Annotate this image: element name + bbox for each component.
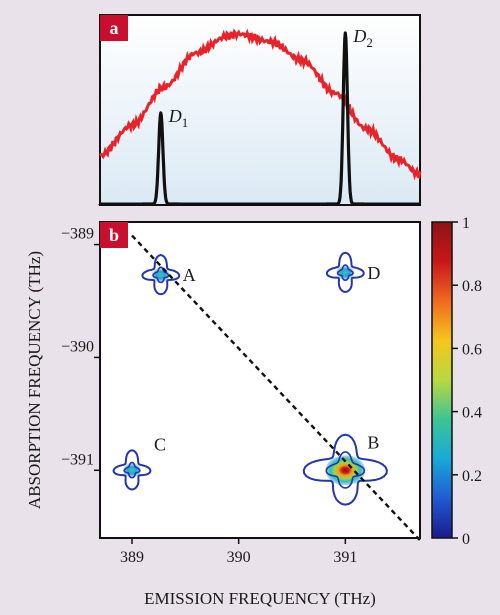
- cross-peak-b: [302, 433, 388, 506]
- contour-inner-b: [325, 451, 366, 489]
- x-tick-label: 389: [120, 549, 144, 566]
- y-tick-label: −390: [61, 338, 94, 355]
- peak-label-a: A: [183, 265, 196, 285]
- colorbar: 0 0.2 0.4 0.6 0.8 1: [431, 215, 482, 548]
- contour-inner-c: [123, 461, 141, 479]
- colorbar-tick-label: 0.6: [462, 341, 482, 358]
- contour-outer-d: [325, 251, 365, 294]
- cross-peak-c: [112, 449, 152, 491]
- y-tick-label: −389: [61, 226, 94, 243]
- colorbar-tick-label: 0.4: [462, 405, 482, 422]
- colorbar-tick-label: 0: [462, 531, 470, 548]
- emission-peaks-line: [98, 31, 422, 206]
- panel-b: A B C D 389 390 391 −389 −390 −391 b EMISSION F…: [25, 221, 421, 608]
- colorbar-tick-label: 0.8: [462, 278, 482, 295]
- panel-a-label: a: [110, 18, 119, 38]
- contour-outer-c: [112, 449, 152, 491]
- peak-label-d: D: [367, 263, 380, 283]
- broadband-spectrum-line: [98, 28, 422, 181]
- panel-a-series: [98, 28, 422, 206]
- panel-b-peak-labels: A B C D: [154, 263, 380, 455]
- panel-b-label-box: [100, 222, 128, 248]
- x-tick-label: 391: [333, 549, 357, 566]
- x-axis-label: EMISSION FREQUENCY (THz): [144, 589, 376, 608]
- colorbar-gradient: [431, 221, 453, 539]
- colorbar-ticks: 0 0.2 0.4 0.6 0.8 1: [452, 215, 482, 548]
- panel-a-label-box: [100, 15, 128, 41]
- panel-b-contours: [112, 251, 388, 506]
- panel-b-diagonal: [131, 234, 421, 542]
- panel-a-frame: [99, 14, 421, 206]
- colorbar-tick-label: 1: [462, 215, 470, 232]
- contour-outer-a: [141, 253, 181, 296]
- y-axis-label: ABSORPTION FREQUENCY (THz): [25, 251, 44, 509]
- x-tick-label: 390: [227, 549, 251, 566]
- peak-label-c: C: [154, 434, 166, 454]
- contour-inner-d: [336, 264, 354, 282]
- diagonal-line: [131, 234, 421, 542]
- colorbar-tick-label: 0.2: [462, 468, 482, 485]
- panel-b-x-ticks: 389 390 391: [120, 538, 357, 566]
- contour-outer-b: [302, 433, 388, 506]
- panel-b-y-ticks: −389 −390 −391: [61, 226, 100, 472]
- cross-peak-d: [325, 251, 365, 294]
- peak-label-b: B: [367, 432, 379, 452]
- peak-fill-b: [325, 455, 366, 486]
- panel-b-label: b: [109, 225, 119, 245]
- y-tick-label: −391: [61, 451, 94, 468]
